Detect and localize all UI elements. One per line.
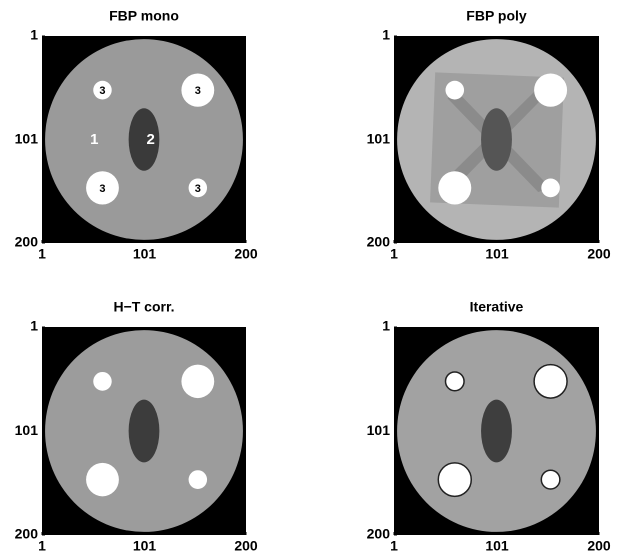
insert-circle <box>541 470 560 489</box>
annotation: 3 <box>99 183 105 195</box>
dense-ellipse <box>481 400 512 463</box>
insert-circle <box>438 463 471 496</box>
x-tick-label: 101 <box>133 538 157 554</box>
panel-title: Iterative <box>470 299 524 315</box>
x-tick-label: 101 <box>485 538 509 554</box>
x-tick-label: 200 <box>234 246 258 262</box>
insert-circle <box>446 81 465 100</box>
insert-circle <box>534 365 567 398</box>
annotation: 3 <box>99 85 105 97</box>
dense-ellipse <box>129 400 160 463</box>
insert-circle <box>181 365 214 398</box>
y-tick-label: 200 <box>15 526 39 542</box>
x-tick-label: 1 <box>390 538 398 554</box>
x-tick-label: 200 <box>587 538 611 554</box>
annotation: 1 <box>90 131 98 148</box>
figure: FBP mono12333311012001101200FBP poly1101… <box>0 0 629 557</box>
insert-circle <box>446 372 465 391</box>
insert-circle <box>189 470 207 489</box>
y-tick-label: 200 <box>367 234 391 250</box>
panel-title: FBP poly <box>466 8 527 24</box>
insert-circle <box>93 372 111 391</box>
x-tick-label: 1 <box>390 246 398 262</box>
panel-title: H−T corr. <box>113 299 174 315</box>
panel-title: FBP mono <box>109 8 179 24</box>
x-tick-label: 200 <box>587 246 611 262</box>
y-tick-label: 1 <box>30 27 38 43</box>
annotation: 3 <box>195 183 201 195</box>
y-tick-label: 101 <box>15 422 39 438</box>
annotation: 2 <box>146 131 154 148</box>
y-tick-label: 200 <box>367 526 391 542</box>
y-tick-label: 200 <box>15 234 39 250</box>
y-tick-label: 1 <box>30 318 38 334</box>
y-tick-label: 101 <box>15 131 39 147</box>
insert-circle <box>438 171 471 204</box>
insert-circle <box>541 179 560 198</box>
x-tick-label: 101 <box>133 246 157 262</box>
y-tick-label: 1 <box>382 318 390 334</box>
insert-circle <box>534 73 567 106</box>
x-tick-label: 1 <box>38 538 46 554</box>
x-tick-label: 101 <box>485 246 509 262</box>
y-tick-label: 101 <box>367 131 391 147</box>
y-tick-label: 1 <box>382 27 390 43</box>
dense-ellipse <box>481 108 512 170</box>
x-tick-label: 1 <box>38 246 46 262</box>
x-tick-label: 200 <box>234 538 258 554</box>
insert-circle <box>86 463 119 496</box>
y-tick-label: 101 <box>367 422 391 438</box>
annotation: 3 <box>195 85 201 97</box>
